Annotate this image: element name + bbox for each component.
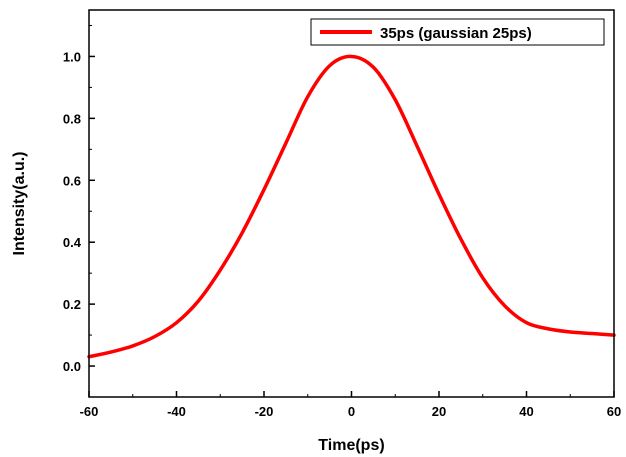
x-tick-label: 40 <box>519 404 533 419</box>
x-axis-ticks: -60 -40 -20 0 20 40 60 <box>80 391 621 419</box>
plot-frame <box>88 9 615 398</box>
legend: 35ps (gaussian 25ps) <box>310 18 605 46</box>
y-tick-label: 0.0 <box>63 359 81 374</box>
x-tick-label: 20 <box>432 404 446 419</box>
x-tick-label: -40 <box>167 404 186 419</box>
y-tick-label: 1.0 <box>63 49 81 64</box>
x-tick-label: -20 <box>255 404 274 419</box>
x-axis-title: Time(ps) <box>318 437 384 454</box>
y-tick-label: 0.6 <box>63 173 81 188</box>
y-axis-title: Intensity(a.u.) <box>11 151 28 255</box>
y-tick-label: 0.8 <box>63 111 81 126</box>
x-tick-label: 60 <box>607 404 621 419</box>
x-tick-label: -60 <box>80 404 99 419</box>
x-tick-label: 0 <box>348 404 355 419</box>
legend-label: 35ps (gaussian 25ps) <box>380 25 532 42</box>
series-line <box>87 54 616 359</box>
y-axis-ticks: 0.0 0.2 0.4 0.6 0.8 1.0 <box>63 24 95 398</box>
y-tick-label: 0.4 <box>63 235 82 250</box>
series-layer <box>87 54 616 359</box>
y-tick-label: 0.2 <box>63 297 81 312</box>
